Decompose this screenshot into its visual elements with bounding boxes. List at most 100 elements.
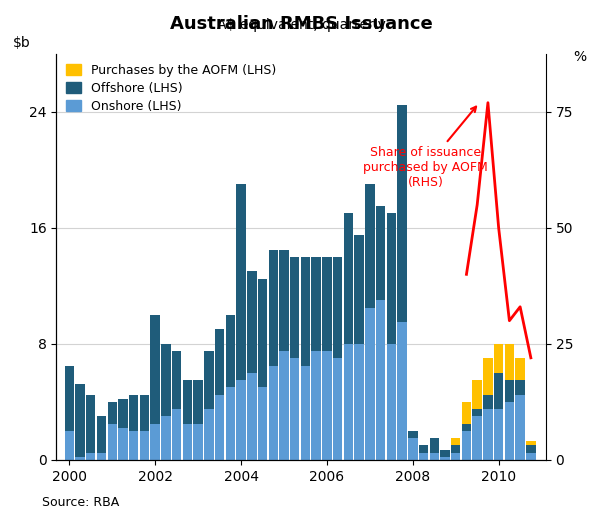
Bar — [483, 358, 493, 395]
Bar — [386, 344, 396, 460]
Bar — [107, 402, 117, 424]
Bar — [451, 438, 460, 445]
Bar — [97, 416, 106, 453]
Bar — [236, 185, 246, 380]
Bar — [483, 409, 493, 460]
Bar — [182, 380, 192, 424]
Bar — [419, 453, 428, 460]
Bar — [301, 257, 310, 365]
Bar — [472, 380, 482, 409]
Bar — [279, 351, 289, 460]
Bar — [440, 450, 450, 457]
Bar — [215, 395, 224, 460]
Y-axis label: %: % — [574, 50, 587, 64]
Bar — [515, 380, 525, 395]
Bar — [472, 416, 482, 460]
Bar — [226, 315, 235, 388]
Y-axis label: $b: $b — [13, 36, 31, 50]
Bar — [193, 380, 203, 424]
Text: Share of issuance
purchased by AOFM
(RHS): Share of issuance purchased by AOFM (RHS… — [363, 106, 488, 189]
Bar — [215, 329, 224, 395]
Bar — [247, 271, 257, 373]
Bar — [279, 250, 289, 351]
Bar — [204, 409, 214, 460]
Bar — [397, 105, 407, 322]
Title: Australian RMBS Issuance: Australian RMBS Issuance — [170, 15, 433, 33]
Bar — [451, 445, 460, 453]
Bar — [258, 388, 267, 460]
Bar — [397, 322, 407, 460]
Bar — [290, 257, 299, 358]
Bar — [462, 402, 471, 424]
Bar — [494, 344, 503, 373]
Text: Source: RBA: Source: RBA — [42, 496, 119, 509]
Bar — [505, 344, 514, 380]
Bar — [355, 344, 364, 460]
Bar — [322, 351, 332, 460]
Bar — [107, 424, 117, 460]
Bar — [301, 365, 310, 460]
Bar — [269, 365, 278, 460]
Bar — [430, 453, 439, 460]
Bar — [462, 424, 471, 431]
Bar — [118, 399, 128, 428]
Bar — [86, 453, 95, 460]
Bar — [172, 351, 181, 409]
Bar — [386, 213, 396, 344]
Bar — [376, 206, 385, 300]
Bar — [86, 395, 95, 453]
Bar — [440, 457, 450, 460]
Bar — [97, 453, 106, 460]
Bar — [129, 395, 139, 431]
Bar — [161, 344, 170, 416]
Bar — [290, 358, 299, 460]
Bar — [515, 358, 525, 380]
Bar — [247, 373, 257, 460]
Bar — [526, 445, 536, 453]
Bar — [419, 445, 428, 453]
Bar — [322, 257, 332, 351]
Bar — [494, 373, 503, 409]
Bar — [515, 395, 525, 460]
Bar — [204, 351, 214, 409]
Bar — [140, 431, 149, 460]
Bar — [483, 395, 493, 409]
Bar — [65, 365, 74, 431]
Legend: Purchases by the AOFM (LHS), Offshore (LHS), Onshore (LHS): Purchases by the AOFM (LHS), Offshore (L… — [62, 60, 280, 117]
Bar — [408, 438, 418, 460]
Bar — [311, 351, 321, 460]
Bar — [140, 395, 149, 431]
Bar — [462, 431, 471, 460]
Bar — [376, 300, 385, 460]
Bar — [505, 402, 514, 460]
Bar — [172, 409, 181, 460]
Bar — [526, 441, 536, 445]
Bar — [236, 380, 246, 460]
Bar — [494, 409, 503, 460]
Bar — [451, 453, 460, 460]
Bar — [76, 457, 85, 460]
Bar — [365, 308, 374, 460]
Bar — [365, 185, 374, 308]
Bar — [333, 358, 343, 460]
Bar — [526, 453, 536, 460]
Bar — [430, 438, 439, 453]
Bar — [182, 424, 192, 460]
Bar — [505, 380, 514, 402]
Bar — [129, 431, 139, 460]
Bar — [333, 257, 343, 358]
Text: A$ equivalent, quarterly: A$ equivalent, quarterly — [217, 17, 386, 32]
Bar — [151, 424, 160, 460]
Bar — [344, 213, 353, 344]
Bar — [355, 235, 364, 344]
Bar — [269, 250, 278, 365]
Bar — [65, 431, 74, 460]
Bar — [193, 424, 203, 460]
Bar — [118, 428, 128, 460]
Bar — [151, 315, 160, 424]
Bar — [76, 384, 85, 457]
Bar — [258, 279, 267, 388]
Bar — [408, 431, 418, 438]
Bar — [344, 344, 353, 460]
Bar — [226, 388, 235, 460]
